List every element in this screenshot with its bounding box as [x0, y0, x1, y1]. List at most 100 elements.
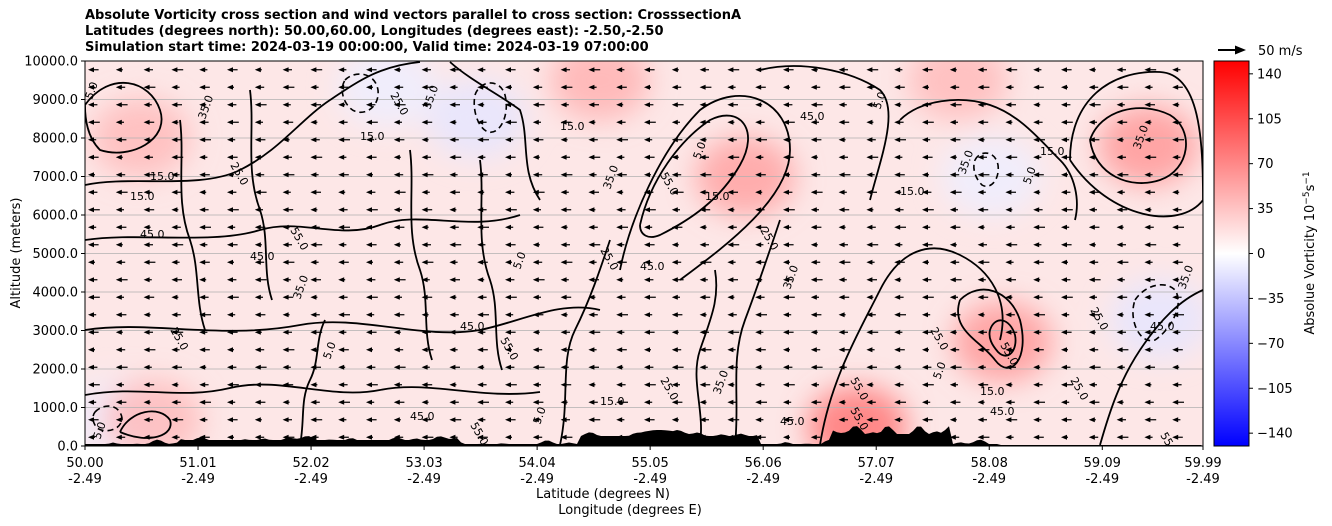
wind-vector-head [282, 154, 289, 160]
wind-vector-head [254, 399, 261, 405]
wind-vector-head [755, 259, 762, 265]
colorbar-tick-label: 70 [1257, 157, 1274, 172]
wind-vector-head [1116, 224, 1123, 230]
wind-vector-head [505, 417, 511, 423]
wind-vector-head [1061, 312, 1067, 318]
wind-vector-head [366, 207, 372, 213]
wind-vector-head [505, 224, 511, 230]
wind-vector-head [115, 84, 122, 90]
wind-vector-head [560, 119, 567, 125]
wind-vector-head [310, 172, 317, 178]
wind-vector-head [949, 329, 956, 335]
wind-vector-head [1144, 67, 1151, 73]
wind-vector-head [477, 207, 484, 213]
wind-vector-head [1172, 434, 1179, 440]
wind-vector-head [1033, 329, 1040, 335]
wind-vector-head [866, 224, 873, 230]
wind-vector-head [755, 172, 762, 178]
wind-vector-head [532, 84, 539, 90]
colorbar-tick-label: 0 [1257, 247, 1265, 262]
wind-vector-head [727, 417, 734, 423]
wind-vector-head [282, 399, 289, 405]
contour-label: 15.0 [900, 185, 925, 198]
wind-vector-head [644, 294, 650, 300]
wind-vector-head [949, 434, 956, 440]
wind-vector-head [755, 84, 762, 90]
contour-line [957, 288, 1024, 369]
wind-vector-head [616, 154, 623, 160]
wind-vector-head [1005, 119, 1012, 125]
wind-vector-head [588, 347, 595, 353]
wind-vector-head [922, 347, 928, 353]
wind-vector-head [1005, 84, 1012, 90]
colorbar-tick-label: −140 [1257, 427, 1293, 442]
wind-vector-head [977, 242, 984, 248]
wind-vector-head [699, 119, 706, 125]
contour-line [759, 65, 890, 201]
x-tick-label-lon: -2.49 [972, 472, 1006, 487]
wind-vector-head [588, 137, 595, 143]
y-tick-label: 7000.0 [33, 170, 79, 185]
wind-vector-head [1172, 364, 1179, 370]
wind-vector-head [115, 224, 122, 230]
wind-vector-head [810, 329, 817, 335]
wind-vector-head [783, 417, 789, 423]
x-tick-label-lat: 52.02 [292, 456, 329, 471]
wind-vector-head [1088, 434, 1095, 440]
wind-vector-head [532, 277, 539, 283]
wind-vector-head [977, 434, 984, 440]
wind-vector-head [838, 382, 845, 388]
wind-vector-head [699, 137, 706, 143]
wind-vector-head [532, 119, 539, 125]
wind-vector-head [449, 224, 456, 230]
wind-vector-head [1061, 102, 1067, 108]
wind-vector-head [810, 294, 817, 300]
wind-vector-head [699, 102, 706, 108]
wind-vector-head [949, 189, 956, 195]
wind-vector-head [449, 84, 456, 90]
wind-vector-head [1005, 207, 1012, 213]
wind-vector-head [393, 329, 400, 335]
contour-line [899, 99, 1078, 221]
wind-vector-head [477, 364, 484, 370]
wind-vector-head [838, 84, 845, 90]
wind-vector-head [671, 84, 678, 90]
wind-vector-head [366, 102, 372, 108]
wind-vector-head [810, 242, 817, 248]
wind-vector-head [1116, 172, 1123, 178]
wind-vector-head [1005, 137, 1012, 143]
wind-vector-head [115, 137, 122, 143]
wind-vector-head [755, 189, 762, 195]
wind-vector-head [254, 364, 261, 370]
wind-vector-head [588, 207, 595, 213]
wind-vector-head [755, 364, 762, 370]
wind-vector-head [810, 154, 817, 160]
wind-vector-head [588, 399, 595, 405]
wind-vector-head [1061, 329, 1067, 335]
wind-vector-head [227, 102, 233, 108]
wind-vector-head [1033, 154, 1040, 160]
wind-vector-head [949, 172, 956, 178]
contour-label: 5.0 [931, 360, 949, 381]
wind-vector-head [922, 102, 928, 108]
wind-vector-head [477, 119, 484, 125]
wind-vector-head [310, 399, 317, 405]
x-axis-label-longitude: Longitude (degrees E) [558, 503, 702, 518]
wind-vector-head [115, 364, 122, 370]
wind-vector-head [227, 347, 233, 353]
wind-vector-head [977, 417, 984, 423]
wind-vector-head [1005, 329, 1012, 335]
wind-vector-head [393, 224, 400, 230]
wind-vector-head [755, 119, 762, 125]
wind-vector-head [421, 294, 428, 300]
wind-vector-head [393, 67, 400, 73]
wind-vector-head [894, 399, 901, 405]
wind-vector-head [421, 417, 428, 423]
wind-vector-head [866, 364, 873, 370]
wind-vector-head [254, 224, 261, 230]
contour-line [639, 114, 749, 238]
wind-vector-head [671, 102, 678, 108]
wind-vector-head [254, 417, 261, 423]
wind-vector-head [644, 137, 650, 143]
wind-vector-head [588, 242, 595, 248]
